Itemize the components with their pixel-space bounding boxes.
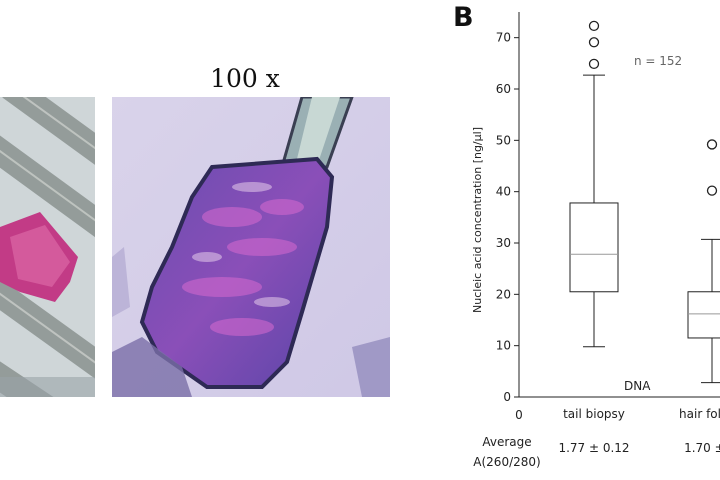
average-label-line2: A(260/280) xyxy=(473,455,540,469)
y-tick-label: 50 xyxy=(496,133,511,147)
outlier-point xyxy=(588,37,600,48)
y-tick-label: 40 xyxy=(496,185,511,199)
x-origin-label: 0 xyxy=(515,408,523,422)
hair-micrograph-left-image xyxy=(0,97,95,397)
outlier-point xyxy=(588,58,600,69)
hair-follicle-micrograph-image xyxy=(112,97,390,397)
dna-label: DNA xyxy=(624,379,651,393)
x-category-label: hair follicle xyxy=(679,407,720,421)
average-label-line1: Average xyxy=(482,435,531,449)
hair-follicle-micrograph-100x xyxy=(112,97,390,397)
panel-label-b: B xyxy=(453,2,474,33)
n-annotation: n = 152 xyxy=(634,54,682,68)
y-tick-label: 30 xyxy=(496,236,511,250)
box-iqr xyxy=(569,202,619,293)
average-ratio-value: 1.70 ± 0. xyxy=(684,441,720,455)
y-tick-label: 60 xyxy=(496,82,511,96)
y-tick-label: 20 xyxy=(496,287,511,301)
hair-micrograph-left xyxy=(0,97,95,397)
y-tick-label: 70 xyxy=(496,31,511,45)
y-tick-label: 0 xyxy=(503,390,511,404)
y-tick-label: 10 xyxy=(496,339,511,353)
magnification-label: 100 x xyxy=(210,64,280,93)
outlier-point xyxy=(588,20,600,32)
box-iqr xyxy=(687,291,720,339)
outlier-point xyxy=(706,185,718,196)
y-axis-title: Nucleic acid concentration [ng/µl] xyxy=(471,127,484,313)
outlier-point xyxy=(706,139,718,150)
average-ratio-value: 1.77 ± 0.12 xyxy=(558,441,629,455)
x-category-label: tail biopsy xyxy=(563,407,625,421)
